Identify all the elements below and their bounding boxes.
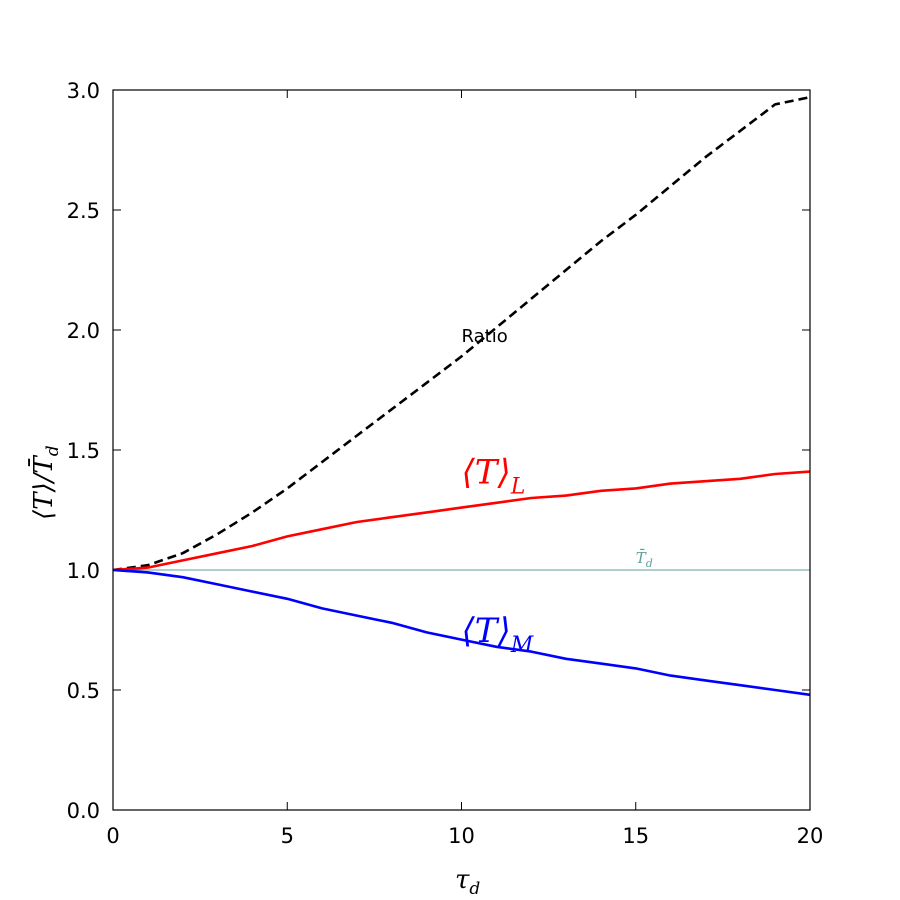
- series-label-ratio: Ratio: [462, 326, 508, 347]
- reference-line-label-sub: d: [646, 557, 653, 570]
- y-tick-label-2: 1.0: [67, 559, 100, 583]
- series-line-0: [112, 95, 811, 572]
- series-layer: [112, 95, 811, 697]
- y-tick-label-3: 1.5: [67, 439, 100, 463]
- y-axis-label: ⟨T⟩/T̄d: [27, 445, 63, 520]
- reference-line-label: T̄d: [636, 549, 653, 570]
- y-tick-label-6: 3.0: [67, 79, 100, 103]
- series-label-mean-t-m: ⟨T⟩M: [462, 611, 534, 658]
- series-label-mean-t-l: ⟨T⟩L: [462, 453, 526, 500]
- axis-ticks: 0 5 10 15 20 0.0 0.5 1.0 1.5 2.0 2.5 3.0: [67, 79, 824, 848]
- reference-line-layer: T̄d: [113, 549, 810, 571]
- series-line-2: [112, 568, 811, 697]
- y-tick-label-4: 2.0: [67, 319, 100, 343]
- y-axis-label-main: ⟨T⟩/T̄: [27, 455, 59, 520]
- x-tick-label-3: 15: [622, 824, 649, 848]
- y-axis-label-sub: d: [43, 445, 63, 456]
- series-label-mean-t-l-sub: L: [510, 475, 526, 500]
- x-axis-label-main: τ: [455, 865, 470, 895]
- y-tick-label-1: 0.5: [67, 679, 100, 703]
- reference-line-label-main: T̄: [636, 549, 647, 567]
- series-label-mean-t-l-main: ⟨T⟩: [462, 453, 511, 493]
- series-label-mean-t-m-sub: M: [510, 633, 534, 658]
- y-tick-label-0: 0.0: [67, 799, 100, 823]
- x-axis-label: τd: [455, 865, 480, 899]
- x-tick-label-1: 5: [281, 824, 294, 848]
- x-axis-label-sub: d: [469, 879, 480, 899]
- series-labels: Ratio ⟨T⟩L ⟨T⟩M: [462, 326, 534, 658]
- x-tick-label-4: 20: [797, 824, 824, 848]
- x-tick-label-0: 0: [106, 824, 119, 848]
- x-tick-label-2: 10: [448, 824, 475, 848]
- series-label-mean-t-m-main: ⟨T⟩: [462, 611, 511, 651]
- y-tick-label-5: 2.5: [67, 199, 100, 223]
- series-line-1: [112, 470, 811, 572]
- plot-frame: [112, 89, 811, 811]
